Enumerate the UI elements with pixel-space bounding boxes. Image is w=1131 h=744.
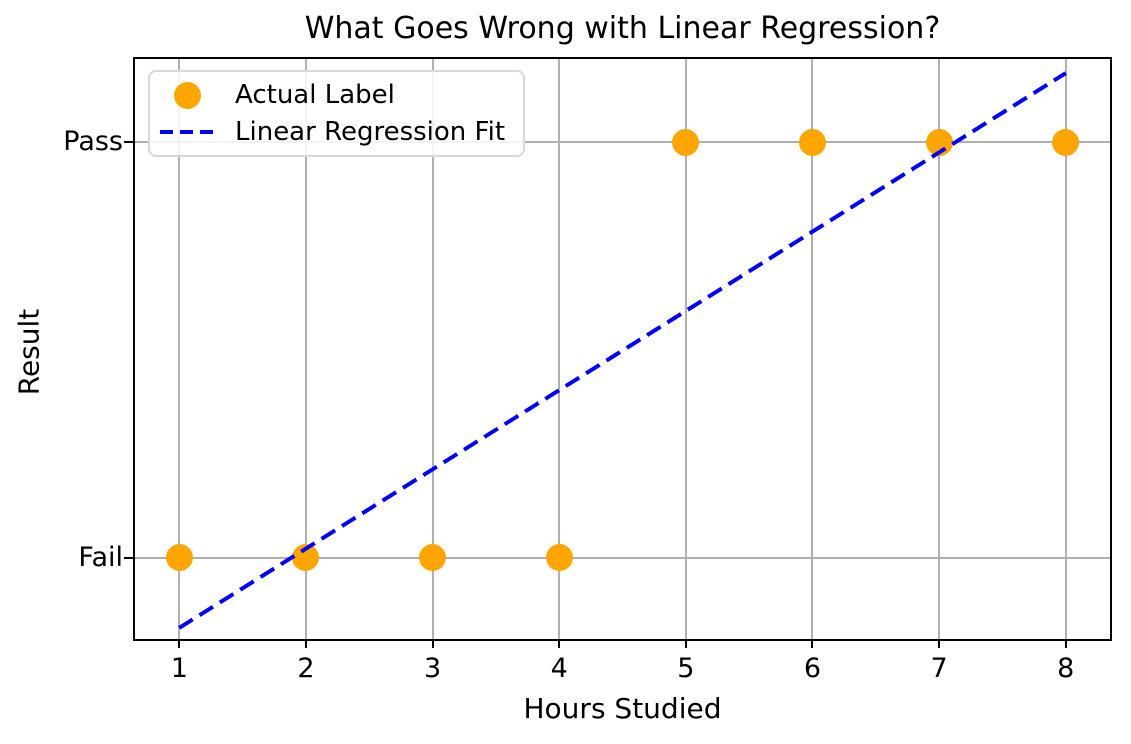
y-tick-label: Fail: [78, 542, 123, 574]
x-tick-label: 4: [550, 653, 568, 684]
chart-title: What Goes Wrong with Linear Regression?: [304, 11, 941, 46]
x-tick-label: 7: [930, 653, 948, 684]
scatter-point: [545, 544, 573, 572]
x-tick-label: 5: [677, 653, 695, 684]
x-tick-label: 1: [170, 653, 188, 684]
x-tick: [684, 639, 687, 648]
x-tick: [304, 639, 307, 648]
scatter-point: [165, 544, 193, 572]
x-tick: [811, 639, 814, 648]
x-tick: [558, 639, 561, 648]
dashed-line-icon: [160, 130, 214, 134]
legend-item-regression-fit: Linear Regression Fit: [150, 114, 523, 151]
orange-circle-icon: [173, 81, 201, 109]
x-gridline: [431, 59, 434, 639]
x-gridline: [178, 59, 181, 639]
scatter-point: [419, 544, 447, 572]
x-gridline: [811, 59, 814, 639]
x-gridline: [684, 59, 687, 639]
y-tick: [124, 141, 133, 144]
scatter-point: [1052, 128, 1080, 156]
legend-label: Actual Label: [235, 79, 395, 110]
x-axis-label: Hours Studied: [523, 692, 722, 725]
legend: Actual Label Linear Regression Fit: [148, 70, 525, 157]
x-tick: [431, 639, 434, 648]
x-gridline: [938, 59, 941, 639]
y-tick: [124, 556, 133, 559]
y-tick-label: Pass: [63, 126, 123, 158]
x-tick-label: 3: [423, 653, 442, 684]
x-tick-label: 2: [297, 653, 315, 684]
legend-item-actual-label: Actual Label: [150, 77, 523, 114]
scatter-point: [672, 128, 700, 156]
scatter-point: [798, 128, 826, 156]
scatter-marker-icon: [160, 81, 214, 109]
blue-dash-icon: [160, 130, 214, 134]
x-tick: [178, 639, 181, 648]
y-gridline: [135, 556, 1110, 559]
x-tick-label: 6: [803, 653, 822, 684]
x-tick: [1064, 639, 1067, 648]
x-tick-label: 8: [1057, 653, 1075, 684]
y-gridline: [135, 141, 1110, 144]
x-gridline: [558, 59, 561, 639]
x-gridline: [304, 59, 307, 639]
y-axis-label: Result: [12, 308, 46, 396]
legend-label: Linear Regression Fit: [235, 116, 506, 147]
x-gridline: [1064, 59, 1067, 639]
x-tick: [938, 639, 941, 648]
